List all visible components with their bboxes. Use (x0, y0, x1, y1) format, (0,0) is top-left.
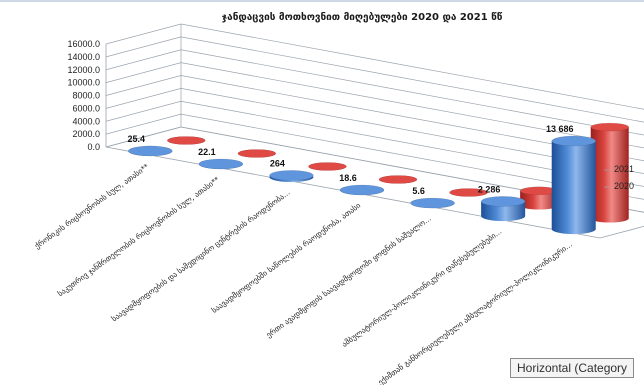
bar-2021 (237, 149, 277, 158)
data-labels: 25.4 22.1 264 18.6 5.6 2 286 13 686 (128, 124, 574, 196)
y-tick-label: 14000.0 (67, 52, 100, 62)
series-2020-bars (128, 135, 596, 235)
data-label: 264 (270, 158, 285, 168)
cylinder-top (308, 162, 347, 171)
cylinder-top (449, 188, 488, 197)
cylinder-top (128, 145, 173, 157)
x-axis-tick-labels: ქრონიკის რიცხოვნობის სულ, ათასი**საკუთრი… (33, 162, 574, 385)
chart-walls (105, 23, 644, 239)
x-tick-label: ამბულატორიულ-პოლიკლინიკური დაწესებულებებ… (340, 227, 503, 349)
cylinder-top (590, 122, 629, 132)
cylinder-top (410, 197, 455, 209)
cylinder-top (480, 196, 526, 207)
bar-2020 (480, 196, 526, 222)
bar-2021 (378, 175, 418, 184)
bar-2021 (308, 162, 347, 171)
cylinder-top (269, 170, 314, 181)
bar-2021 (449, 188, 488, 197)
data-label: 22.1 (198, 147, 216, 157)
y-axis-tick-labels: 0.0 2000.0 4000.0 6000.0 8000.0 10000.0 12000.… (67, 39, 100, 152)
depth-label: 2021 (614, 164, 634, 174)
bar-2020 (198, 158, 244, 170)
axis-tooltip: Horizontal (Category (510, 358, 635, 378)
bar-2020 (339, 184, 385, 196)
y-tick-label: 10000.0 (67, 78, 100, 88)
data-label: 2 286 (478, 184, 501, 194)
cylinder-top (339, 184, 385, 196)
bar-2021 (519, 186, 559, 210)
y-tick-label: 16000.0 (67, 39, 100, 49)
x-tick-label: საავადმყოფოების და სამედიცინო ცენტრების … (110, 188, 292, 324)
cylinder-body (520, 190, 559, 210)
data-label: 5.6 (412, 186, 425, 196)
y-tick-label: 6000.0 (72, 103, 100, 113)
y-tick-label: 12000.0 (67, 65, 100, 75)
x-tick-label: საკუთრივ ჯანმრთელობის რიცხოვნობის სულ, ა… (56, 175, 221, 299)
y-tick-label: 4000.0 (72, 116, 100, 126)
data-label: 25.4 (128, 134, 146, 144)
series-2021-bars (167, 122, 629, 223)
bar-2020 (269, 170, 314, 183)
cylinder-top (551, 135, 596, 147)
x-tick-label: ერთი ავადმყოფის საავადმყოფოში ყოფნის საშ… (265, 214, 433, 340)
bar-2020 (128, 145, 173, 157)
cylinder-body (481, 201, 526, 222)
data-label: 18.6 (339, 173, 357, 183)
y-tick-label: 8000.0 (72, 91, 100, 101)
top-border-line (0, 0, 644, 2)
y-tick-label: 2000.0 (72, 129, 100, 139)
depth-axis-labels: 2021 2020 (604, 164, 634, 191)
bar-2021 (590, 122, 629, 223)
cylinder-top (167, 136, 206, 145)
chart-title: ჯანდაცვის მოთხოვნით მიღებულები 2020 და 2… (222, 11, 503, 23)
cylinder-top (378, 175, 418, 184)
cylinder-body (590, 127, 629, 223)
bar-2020 (410, 197, 455, 209)
cylinder-top (198, 158, 244, 170)
bar-2020 (551, 135, 596, 235)
data-label: 13 686 (546, 124, 574, 134)
cylinder-top (237, 149, 277, 158)
bar-2021 (167, 136, 206, 145)
y-tick-label: 0.0 (87, 142, 100, 152)
depth-label: 2020 (614, 181, 634, 191)
cylinder-body (551, 140, 596, 235)
x-tick-label: საავადმყოფოებში საწოლების რაოდენობა, ათა… (210, 201, 362, 315)
